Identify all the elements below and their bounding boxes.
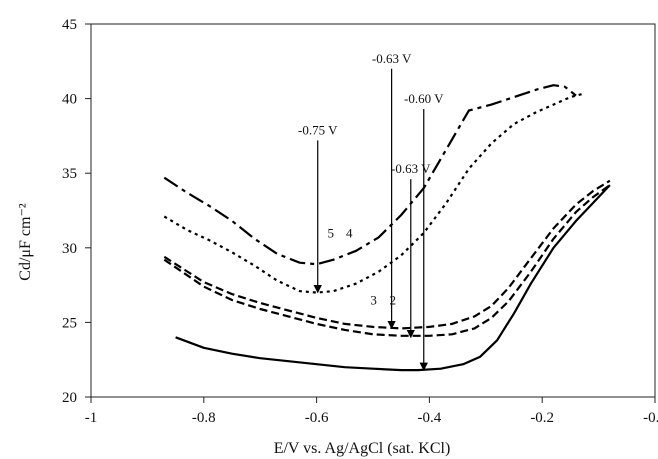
curve-number-label: 3 — [370, 292, 377, 307]
curve-number-label: 2 — [389, 292, 396, 307]
series-layer — [163, 84, 611, 372]
x-tick-label: -0.6 — [305, 410, 329, 426]
annotation-label: -0.60 V — [404, 91, 444, 106]
curve-number-label: 4 — [346, 225, 353, 240]
series-line-3 — [163, 179, 611, 330]
y-axis-ticks: 20 25 30 35 40 45 — [62, 17, 91, 406]
x-tick-label: -0.8 — [192, 410, 216, 426]
y-axis-title: Cd/μF cm⁻² — [17, 203, 34, 281]
plot-border — [90, 23, 656, 398]
annotation-label: -0.63 V — [372, 51, 412, 66]
annotation-label: -0.75 V — [298, 122, 338, 137]
series-line-2 — [163, 184, 611, 337]
x-tick-label: -1 — [85, 410, 98, 426]
y-tick-label: 45 — [62, 17, 77, 33]
annotation-layer: -0.75 V -0.63 V -0.63 V -0.60 V 5 4 3 2 — [298, 51, 444, 371]
y-tick-label: 20 — [62, 390, 77, 406]
y-tick-label: 40 — [62, 92, 77, 108]
series-line-5 — [163, 84, 577, 266]
y-tick-label: 25 — [62, 315, 77, 331]
x-axis-title: E/V vs. Ag/AgCl (sat. KCl) — [274, 440, 451, 457]
series-line-1 — [175, 184, 611, 372]
x-tick-label: -0.4 — [418, 410, 442, 426]
curve-number-label: 5 — [327, 225, 334, 240]
y-tick-label: 35 — [62, 166, 77, 182]
annotation-label: -0.63 V — [391, 161, 431, 176]
x-tick-label: -0.0 — [643, 410, 658, 426]
series-line-4 — [163, 93, 582, 294]
plot-frame — [90, 23, 656, 398]
x-axis-ticks: -1 -0.8 -0.6 -0.4 -0.2 -0.0 — [85, 397, 658, 426]
y-tick-label: 30 — [62, 241, 77, 257]
x-tick-label: -0.2 — [530, 410, 554, 426]
